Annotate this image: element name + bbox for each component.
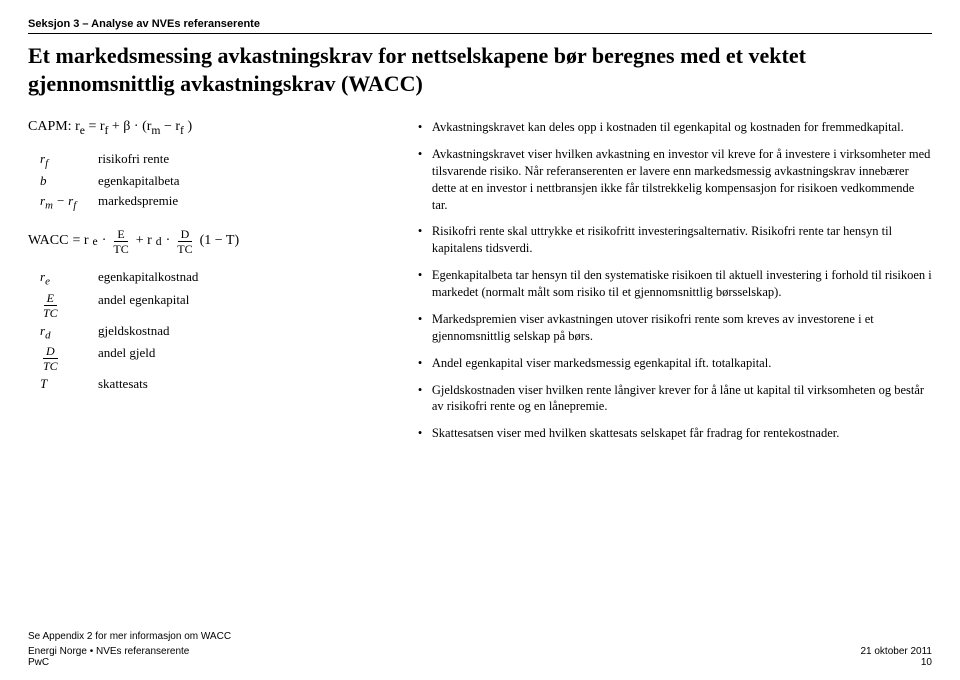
footer-right: 21 oktober 2011 10: [860, 646, 932, 668]
def-symbol: ETC: [40, 292, 98, 319]
def-symbol: re: [40, 269, 98, 288]
footer: Se Appendix 2 for mer informasjon om WAC…: [28, 631, 932, 668]
bullet-item: Avkastningskravet kan deles opp i kostna…: [418, 119, 932, 136]
section-label: Seksjon 3 – Analyse av NVEs referanseren…: [28, 18, 932, 30]
page-title: Et markedsmessing avkastningskrav for ne…: [28, 42, 932, 97]
wacc-eq: = r: [72, 233, 88, 249]
right-column: Avkastningskravet kan deles opp i kostna…: [418, 119, 932, 452]
capm-prefix: CAPM:: [28, 119, 72, 134]
wacc-formula: WACC = r e · E TC + r d · D TC (1 − T): [28, 228, 394, 255]
bullet-item: Avkastningskravet viser hvilken avkastni…: [418, 146, 932, 214]
def-symbol: rd: [40, 323, 98, 342]
wacc-frac1: E TC: [110, 228, 131, 255]
def-row: rm − rfmarkedspremie: [40, 193, 394, 212]
wacc-plus: + r: [136, 233, 152, 249]
content-columns: CAPM: re = rf + β · (rm − rf ) rfrisikof…: [28, 119, 932, 452]
footer-left1: Energi Norge • NVEs referanserente: [28, 646, 189, 657]
bullet-item: Risikofri rente skal uttrykke et risikof…: [418, 223, 932, 257]
def-symbol: DTC: [40, 345, 98, 372]
def-row: begenkapitalbeta: [40, 173, 394, 189]
footer-left: Energi Norge • NVEs referanserente PwC: [28, 646, 189, 668]
wacc-d-sub: d: [156, 235, 162, 248]
def-symbol: T: [40, 376, 98, 392]
bullet-item: Markedspremien viser avkastningen utover…: [418, 311, 932, 345]
wacc-dot2: ·: [166, 233, 171, 249]
bullet-item: Skattesatsen viser med hvilken skattesat…: [418, 425, 932, 442]
def-text: gjeldskostnad: [98, 323, 394, 342]
def-text: andel egenkapital: [98, 292, 394, 319]
def-symbol: b: [40, 173, 98, 189]
wacc-e-sub: e: [93, 235, 98, 248]
frac1-den: TC: [110, 242, 131, 255]
bullet-item: Egenkapitalbeta tar hensyn til den syste…: [418, 267, 932, 301]
slide-page: Seksjon 3 – Analyse av NVEs referanseren…: [0, 0, 960, 680]
bullet-item: Andel egenkapital viser markedsmessig eg…: [418, 355, 932, 372]
frac2-num: D: [178, 228, 193, 242]
def-symbol: rm − rf: [40, 193, 98, 212]
frac1-num: E: [114, 228, 127, 242]
frac2-den: TC: [174, 242, 195, 255]
bullet-list: Avkastningskravet kan deles opp i kostna…: [418, 119, 932, 442]
def-text: andel gjeld: [98, 345, 394, 372]
capm-formula: CAPM: re = rf + β · (rm − rf ): [28, 119, 394, 137]
def-text: egenkapitalbeta: [98, 173, 394, 189]
wacc-frac2: D TC: [174, 228, 195, 255]
divider: [28, 33, 932, 34]
footer-left2: PwC: [28, 657, 189, 668]
def-row: ETCandel egenkapital: [40, 292, 394, 319]
def-symbol: rf: [40, 151, 98, 170]
footer-page: 10: [860, 657, 932, 668]
def-text: risikofri rente: [98, 151, 394, 170]
def-row: DTCandel gjeld: [40, 345, 394, 372]
wacc-prefix: WACC: [28, 233, 68, 249]
def-row: rfrisikofri rente: [40, 151, 394, 170]
wacc-tail: (1 − T): [200, 233, 240, 249]
left-column: CAPM: re = rf + β · (rm − rf ) rfrisikof…: [28, 119, 394, 452]
def-text: egenkapitalkostnad: [98, 269, 394, 288]
def-row: Tskattesats: [40, 376, 394, 392]
capm-expr: re = rf + β · (rm − rf ): [75, 119, 192, 134]
footer-date: 21 oktober 2011: [860, 646, 932, 657]
wacc-dot1: ·: [102, 233, 107, 249]
capm-definitions: rfrisikofri rentebegenkapitalbetarm − rf…: [40, 151, 394, 212]
appendix-note: Se Appendix 2 for mer informasjon om WAC…: [28, 631, 932, 642]
def-text: markedspremie: [98, 193, 394, 212]
wacc-definitions: reegenkapitalkostnadETCandel egenkapital…: [40, 269, 394, 392]
def-row: rdgjeldskostnad: [40, 323, 394, 342]
def-row: reegenkapitalkostnad: [40, 269, 394, 288]
def-text: skattesats: [98, 376, 394, 392]
footer-row: Energi Norge • NVEs referanserente PwC 2…: [28, 646, 932, 668]
bullet-item: Gjeldskostnaden viser hvilken rente lång…: [418, 382, 932, 416]
